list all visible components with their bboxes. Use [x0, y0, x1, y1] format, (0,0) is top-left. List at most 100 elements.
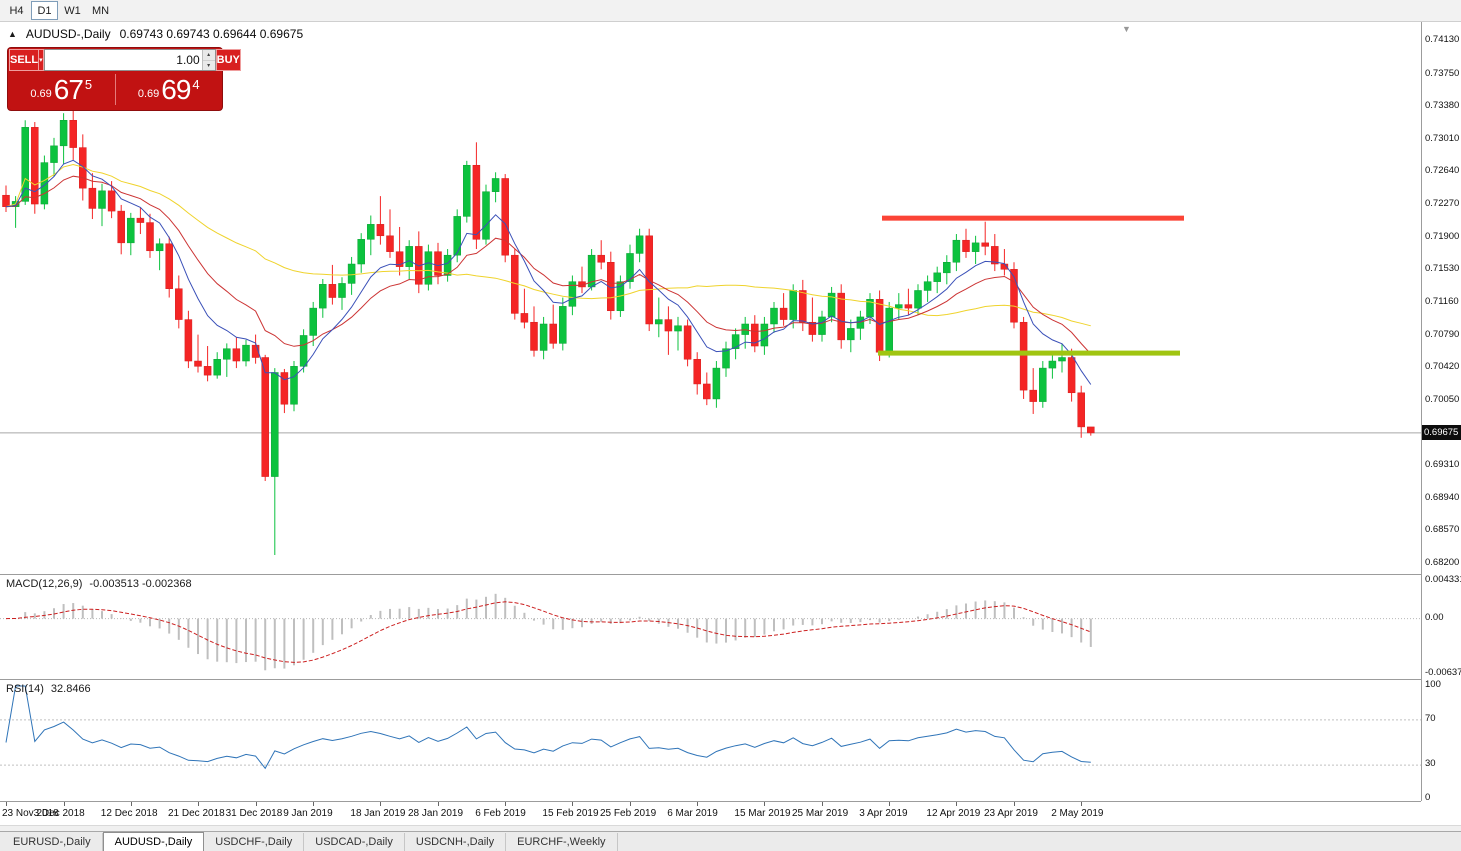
- macd-svg[interactable]: [0, 575, 1421, 679]
- chart-tab-usdcnh-daily[interactable]: USDCNH-,Daily: [405, 833, 507, 851]
- sell-price-prefix: 0.69: [30, 88, 52, 100]
- time-tick: [255, 802, 257, 806]
- date-label: 15 Mar 2019: [734, 808, 791, 819]
- buy-price-big: 69: [161, 73, 191, 105]
- price-axis-label: 0.71530: [1425, 263, 1460, 275]
- rsi-axis-label: 100: [1425, 679, 1441, 690]
- time-tick: [764, 802, 766, 806]
- buy-price-pip: 4: [192, 76, 200, 92]
- horizontal-scrollbar[interactable]: [0, 825, 1461, 831]
- rsi-axis-label: 30: [1425, 758, 1436, 770]
- timeframe-button-mn[interactable]: MN: [91, 4, 110, 17]
- price-axis-label: 0.73750: [1425, 67, 1460, 79]
- macd-axis-label: 0.004331: [1425, 574, 1461, 585]
- time-tick: [572, 802, 574, 806]
- price-axis-label: 0.71900: [1425, 230, 1460, 242]
- time-tick: [313, 802, 315, 806]
- sell-price-big: 67: [53, 73, 84, 105]
- price-chart-svg[interactable]: [0, 22, 1421, 574]
- chart-title: ▲ AUDUSD-,Daily 0.69743 0.69743 0.69644 …: [8, 27, 303, 41]
- macd-label: MACD(12,26,9): [6, 578, 83, 590]
- price-axis-label: 0.72640: [1425, 165, 1460, 177]
- price-divider: [114, 74, 116, 105]
- macd-axis-label: 0.00: [1425, 611, 1444, 623]
- rsi-label: RSI(14): [6, 683, 44, 695]
- chart-tab-usdcad-daily[interactable]: USDCAD-,Daily: [304, 833, 405, 851]
- rsi-svg[interactable]: [0, 680, 1421, 801]
- volume-input[interactable]: [44, 50, 202, 70]
- chart-tab-eurchf-weekly[interactable]: EURCHF-,Weekly: [506, 833, 618, 851]
- chart-tab-eurusd-daily[interactable]: EURUSD-,Daily: [2, 833, 103, 851]
- one-click-panel-toggle-icon[interactable]: ▲: [8, 29, 17, 39]
- buy-button[interactable]: BUY: [215, 49, 241, 71]
- time-tick: [380, 802, 382, 806]
- price-axis-label: 0.73010: [1425, 132, 1460, 144]
- date-label: 18 Jan 2019: [350, 808, 406, 819]
- time-tick: [822, 802, 823, 806]
- time-tick: [956, 802, 958, 806]
- chart-tabs-bar: EURUSD-,Daily AUDUSD-,Daily USDCHF-,Daily U…: [0, 831, 1461, 851]
- sell-price-pip: 5: [84, 76, 93, 92]
- date-label: 6 Mar 2019: [667, 808, 718, 819]
- date-label: 31 Dec 2018: [225, 808, 283, 819]
- date-label: 9 Jan 2019: [283, 808, 333, 819]
- price-axis-label: 0.70420: [1425, 361, 1460, 373]
- macd-indicator-pane[interactable]: MACD(12,26,9) -0.003513 -0.002368: [0, 574, 1421, 679]
- date-label: 12 Dec 2018: [100, 808, 158, 819]
- price-axis-label: 0.69310: [1425, 459, 1460, 471]
- date-label: 28 Jan 2019: [408, 808, 464, 819]
- date-label: 12 Apr 2019: [926, 808, 981, 819]
- date-label: 2 May 2019: [1051, 808, 1104, 819]
- price-axis-label: 0.70050: [1425, 393, 1460, 405]
- sell-price-display[interactable]: 0.69 67 5: [8, 71, 115, 108]
- volume-dropdown-button[interactable]: ▾: [39, 49, 44, 71]
- chart-tab-usdchf-daily[interactable]: USDCHF-,Daily: [204, 833, 305, 851]
- time-tick: [130, 802, 132, 806]
- volume-spinner: ▴ ▾: [201, 50, 215, 70]
- price-axis-label: 0.71160: [1425, 295, 1459, 307]
- rsi-value: 32.8466: [50, 683, 91, 695]
- chevron-down-icon: ▾: [39, 57, 43, 64]
- macd-values: -0.003513 -0.002368: [89, 578, 192, 590]
- macd-axis-label: -0.006373: [1425, 667, 1461, 678]
- time-tick: [6, 802, 7, 806]
- chart-symbol-label: AUDUSD-,Daily: [25, 27, 111, 41]
- price-axis-label: 0.68570: [1425, 524, 1460, 536]
- date-label: 3 Dec 2018: [33, 808, 85, 819]
- date-label: 23 Nov 2018: [2, 808, 59, 819]
- timeframe-button-d1[interactable]: D1: [31, 1, 58, 20]
- rsi-indicator-pane[interactable]: RSI(14) 32.8466: [0, 679, 1421, 801]
- timeframe-button-h4[interactable]: H4: [9, 4, 24, 17]
- date-label: 15 Feb 2019: [542, 808, 599, 819]
- timeframe-button-w1[interactable]: W1: [64, 4, 81, 17]
- time-tick: [505, 802, 507, 806]
- price-axis-label: 0.72270: [1425, 198, 1460, 210]
- chart-shift-marker-icon[interactable]: ▼: [1122, 24, 1131, 34]
- current-price-value: 0.69675: [1424, 426, 1459, 438]
- buy-price-prefix: 0.69: [137, 88, 160, 100]
- time-tick: [1081, 802, 1083, 806]
- chart-ohlc-values: 0.69743 0.69743 0.69644 0.69675: [119, 27, 304, 41]
- price-axis-label: 0.70790: [1425, 328, 1460, 340]
- sell-button[interactable]: SELL: [9, 49, 40, 71]
- date-label: 3 Apr 2019: [859, 808, 908, 819]
- rsi-axis-label: 70: [1425, 712, 1436, 724]
- buy-price-display[interactable]: 0.69 69 4: [116, 71, 223, 108]
- time-tick: [630, 802, 631, 806]
- volume-decrease-button[interactable]: ▾: [202, 60, 215, 70]
- date-label: 25 Feb 2019: [600, 808, 657, 819]
- price-axis[interactable]: 0.69675 0.74130 0.73750 0.73380 0.73010 0.72…: [1421, 22, 1461, 803]
- date-label: 25 Mar 2019: [792, 808, 849, 819]
- price-chart-pane[interactable]: ▲ AUDUSD-,Daily 0.69743 0.69743 0.69644 …: [0, 22, 1421, 574]
- time-tick: [438, 802, 439, 806]
- date-label: 6 Feb 2019: [475, 808, 526, 819]
- time-tick: [697, 802, 699, 806]
- price-axis-label: 0.68200: [1425, 557, 1460, 568]
- current-price-box: 0.69675: [1422, 424, 1461, 440]
- time-tick: [198, 802, 199, 806]
- time-tick: [889, 802, 891, 806]
- chart-tab-audusd-daily[interactable]: AUDUSD-,Daily: [102, 832, 205, 851]
- price-axis-label: 0.73380: [1425, 100, 1460, 112]
- time-axis[interactable]: 23 Nov 2018 3 Dec 2018 12 Dec 2018 21 Dec 2…: [0, 801, 1421, 825]
- volume-increase-button[interactable]: ▴: [202, 50, 215, 61]
